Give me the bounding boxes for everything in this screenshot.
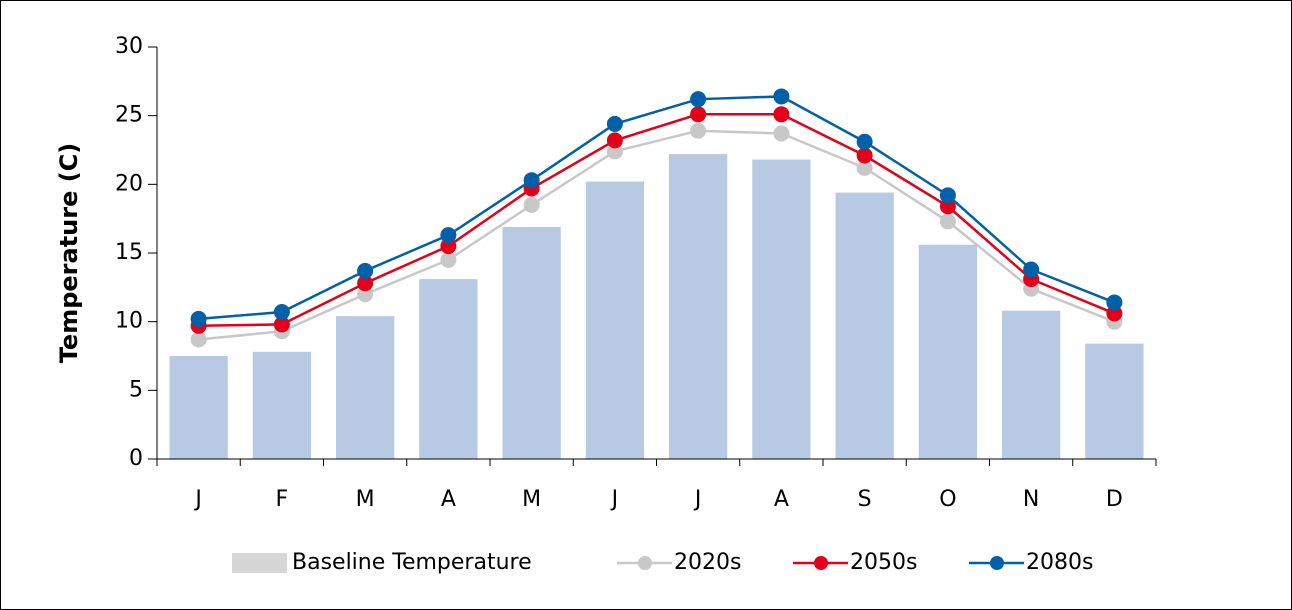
x-tick-label: J [693,487,702,512]
x-tick-label: O [939,487,956,512]
x-tick-label: S [858,487,872,512]
point [1023,261,1040,278]
bar [835,192,894,459]
y-tick-label: 10 [115,309,143,334]
point [357,275,374,292]
x-tick-label: A [774,487,789,512]
x-tick-label: M [356,487,375,512]
point [440,227,457,244]
bar [752,159,811,459]
line [198,95,1115,321]
point [939,187,956,204]
x-tick-label: J [610,487,619,512]
point [357,286,374,303]
point [939,213,956,230]
legend-label: 2080s [1026,550,1093,575]
point [939,198,956,215]
bar [1085,343,1144,459]
point [440,238,457,255]
point [523,172,540,189]
bar [918,244,978,459]
y-tick-label: 30 [115,34,143,59]
point [357,262,374,279]
point [1106,294,1123,311]
point [606,132,623,149]
bar [668,154,728,459]
bar [335,316,395,459]
point [440,251,457,268]
legend-label: 2020s [674,550,741,575]
y-axis-label: Temperature (C) [55,143,83,364]
point [690,106,707,123]
point [856,147,873,164]
point [1106,305,1123,322]
bar [169,356,228,459]
x-tick-label: J [193,487,202,512]
y-tick-label: 20 [115,171,143,196]
x-tick-label: N [1023,487,1039,512]
bar [252,351,312,459]
legend-label: Baseline Temperature [292,550,532,575]
y-tick-label: 15 [115,240,143,265]
point [273,304,290,321]
point [773,125,790,142]
legend-marker [990,556,1004,570]
y-tick-label: 0 [129,446,143,471]
legend-marker [814,556,828,570]
point [606,143,623,160]
x-tick-label: D [1106,487,1123,512]
bar [419,279,478,459]
legend-marker [638,556,652,570]
bar [1001,310,1061,459]
x-tick-label: F [276,487,289,512]
point [190,310,207,327]
legend-label: 2050s [850,550,917,575]
y-tick-label: 25 [115,103,143,128]
line [198,113,1115,328]
point [190,331,207,348]
legend-swatch [232,553,287,573]
point [856,133,873,150]
point [856,159,873,176]
point [690,91,707,108]
x-tick-label: A [441,487,456,512]
line [198,129,1115,341]
point [773,88,790,105]
bar [585,181,645,459]
point [523,196,540,213]
bar [502,226,561,459]
x-tick-label: M [522,487,541,512]
point [773,106,790,123]
y-tick-label: 5 [129,377,143,402]
point [273,316,290,333]
point [606,115,623,132]
point [690,122,707,139]
